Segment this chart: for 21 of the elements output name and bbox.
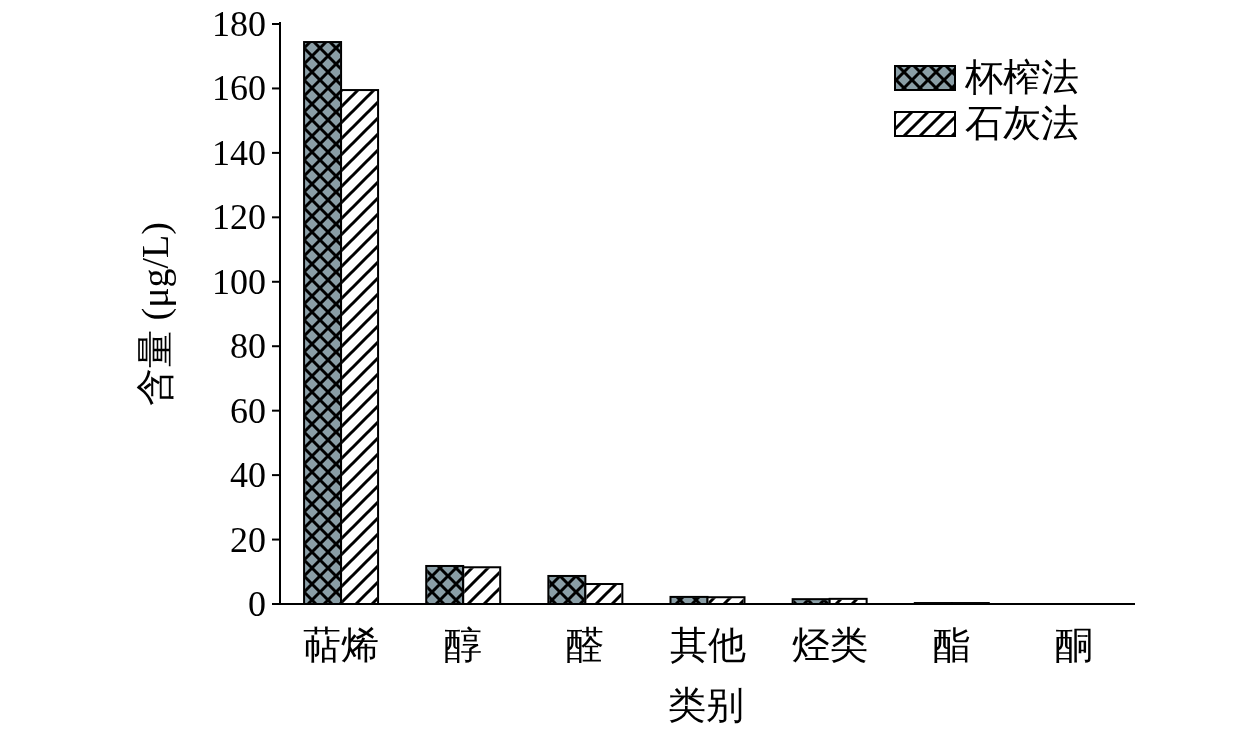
- y-tick-label: 40: [230, 455, 266, 496]
- x-tick-label: 萜烯: [303, 624, 380, 666]
- y-axis-title: 含量 (μg/L): [134, 222, 177, 406]
- y-tick-label: 180: [212, 4, 266, 44]
- y-tick-label: 160: [212, 68, 266, 109]
- x-tick-label: 醛: [566, 624, 605, 666]
- y-tick-label: 80: [230, 326, 266, 367]
- y-tick-label: 100: [212, 261, 266, 302]
- y-tick-label: 60: [230, 390, 266, 431]
- x-axis-title: 类别: [667, 684, 744, 726]
- legend-label: 杯榨法: [964, 56, 1079, 98]
- x-tick-label: 醇: [444, 624, 483, 666]
- legend-label: 石灰法: [965, 102, 1079, 144]
- x-tick-label: 酯: [932, 624, 971, 666]
- y-tick-label: 20: [230, 519, 266, 560]
- x-tick-label: 酮: [1054, 624, 1093, 666]
- x-tick-label: 其他: [669, 624, 746, 666]
- y-tick-label: 0: [248, 584, 266, 624]
- y-tick-label: 120: [212, 197, 266, 238]
- x-tick-label: 烃类: [791, 624, 868, 666]
- y-tick-label: 140: [212, 132, 266, 173]
